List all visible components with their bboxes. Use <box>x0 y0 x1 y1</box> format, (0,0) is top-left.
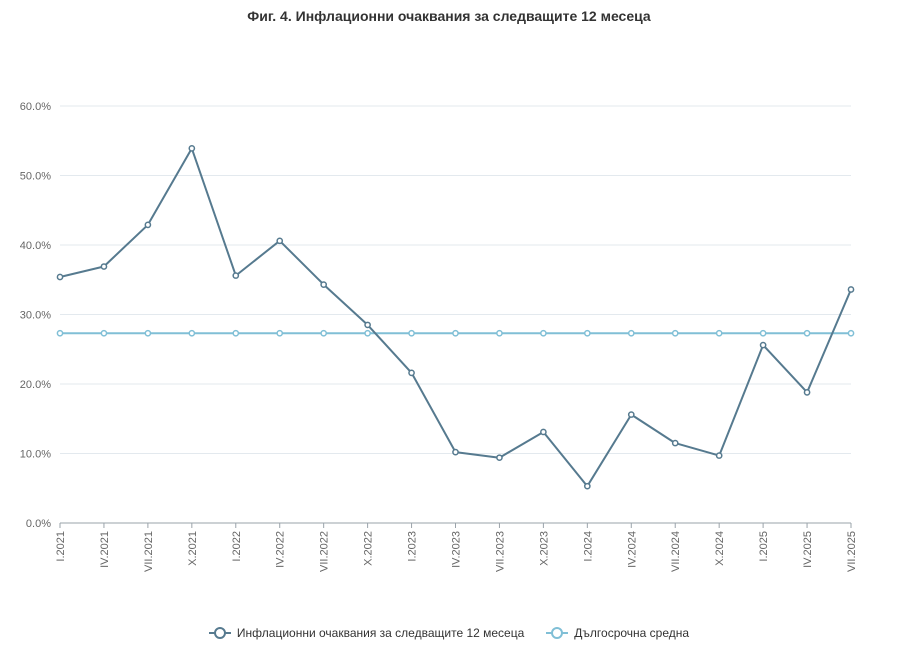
x-tick-label: I.2024 <box>582 531 594 562</box>
data-point-expectations[interactable] <box>144 221 152 229</box>
data-point-long-term-average[interactable] <box>627 329 635 337</box>
y-tick-label: 40.0% <box>20 240 51 252</box>
x-tick-label: IV.2022 <box>275 531 287 568</box>
y-tick-label: 0.0% <box>26 518 51 530</box>
y-tick-label: 30.0% <box>20 310 51 322</box>
data-point-expectations[interactable] <box>452 448 459 456</box>
y-tick-label: 20.0% <box>20 379 51 391</box>
legend: Инфлационни очаквания за следващите 12 м… <box>0 626 898 640</box>
x-tick-label: IV.2025 <box>802 531 814 568</box>
data-point-expectations[interactable] <box>540 428 547 436</box>
data-point-expectations[interactable] <box>56 273 64 281</box>
data-point-long-term-average[interactable] <box>540 329 547 337</box>
legend-label-expectations: Инфлационни очаквания за следващите 12 м… <box>236 626 525 640</box>
data-point-long-term-average[interactable] <box>803 329 811 337</box>
data-point-long-term-average[interactable] <box>452 329 459 337</box>
data-point-expectations[interactable] <box>671 439 679 447</box>
grid <box>60 105 851 454</box>
data-point-long-term-average[interactable] <box>320 329 328 337</box>
x-tick-label: VII.2025 <box>846 531 858 572</box>
x-tick-label: X.2021 <box>187 531 199 566</box>
data-point-expectations[interactable] <box>627 411 635 418</box>
data-point-expectations[interactable] <box>320 281 328 288</box>
legend-marker-long-term-average <box>546 627 569 639</box>
data-point-expectations[interactable] <box>496 454 503 462</box>
y-axis: 0.0% 10.0% 20.0% 30.0% 40.0% 50.0% 60.0% <box>20 101 51 530</box>
data-point-expectations[interactable] <box>232 272 240 279</box>
legend-label-long-term-average: Дългосрочна средна <box>574 626 690 640</box>
x-tick-label: X.2023 <box>538 531 550 566</box>
x-tick-label: VII.2023 <box>494 531 506 572</box>
x-tick-label: I.2023 <box>407 531 419 562</box>
data-point-expectations[interactable] <box>583 482 591 490</box>
data-point-expectations[interactable] <box>847 286 855 293</box>
x-tick-label: I.2022 <box>231 531 243 562</box>
x-tick-label: IV.2023 <box>451 531 463 568</box>
x-tick-label: I.2021 <box>55 531 67 562</box>
x-tick-label: IV.2024 <box>626 531 638 568</box>
data-point-long-term-average[interactable] <box>759 329 767 337</box>
series-group <box>56 145 855 490</box>
data-point-long-term-average[interactable] <box>408 329 415 337</box>
x-tick-label: VII.2021 <box>143 531 155 572</box>
x-tick-label: IV.2021 <box>99 531 111 568</box>
data-point-expectations[interactable] <box>364 321 371 329</box>
x-tick-label: I.2025 <box>758 531 770 562</box>
x-tick-label: VII.2022 <box>319 531 331 572</box>
x-tick-label: X.2022 <box>363 531 375 566</box>
data-point-long-term-average[interactable] <box>583 329 591 337</box>
x-tick-label: X.2024 <box>714 531 726 566</box>
line-chart: 0.0% 10.0% 20.0% 30.0% 40.0% 50.0% 60.0% I.202… <box>20 101 858 572</box>
legend-marker-expectations <box>208 627 231 639</box>
data-point-expectations[interactable] <box>715 452 723 459</box>
data-point-long-term-average[interactable] <box>715 329 723 337</box>
data-point-long-term-average[interactable] <box>144 329 152 337</box>
data-point-expectations[interactable] <box>759 341 767 349</box>
series-line-expectations <box>59 147 852 488</box>
data-point-expectations[interactable] <box>408 369 415 377</box>
data-point-long-term-average[interactable] <box>496 329 503 337</box>
y-tick-label: 10.0% <box>20 449 51 461</box>
data-point-expectations[interactable] <box>100 263 108 270</box>
data-point-expectations[interactable] <box>803 388 811 396</box>
data-point-expectations[interactable] <box>188 145 196 152</box>
legend-item-long-term-average[interactable]: Дългосрочна средна <box>546 626 689 640</box>
data-point-long-term-average[interactable] <box>56 329 64 337</box>
x-tick-label: VII.2024 <box>670 531 682 572</box>
data-point-long-term-average[interactable] <box>847 329 855 337</box>
legend-item-expectations[interactable]: Инфлационни очаквания за следващите 12 м… <box>208 626 525 640</box>
data-point-long-term-average[interactable] <box>364 329 371 337</box>
data-point-long-term-average[interactable] <box>188 329 196 337</box>
data-point-long-term-average[interactable] <box>276 329 284 337</box>
data-point-long-term-average[interactable] <box>100 329 108 337</box>
chart-title: Фиг. 4. Инфлационни очаквания за следващ… <box>247 8 651 24</box>
y-tick-label: 50.0% <box>20 171 51 183</box>
data-point-long-term-average[interactable] <box>232 329 240 337</box>
data-point-expectations[interactable] <box>276 237 284 245</box>
data-point-long-term-average[interactable] <box>671 329 679 337</box>
x-axis: I.2021 IV.2021 VII.2021 X.2021 I.2022 IV.2022… <box>55 522 858 572</box>
y-tick-label: 60.0% <box>20 101 51 113</box>
